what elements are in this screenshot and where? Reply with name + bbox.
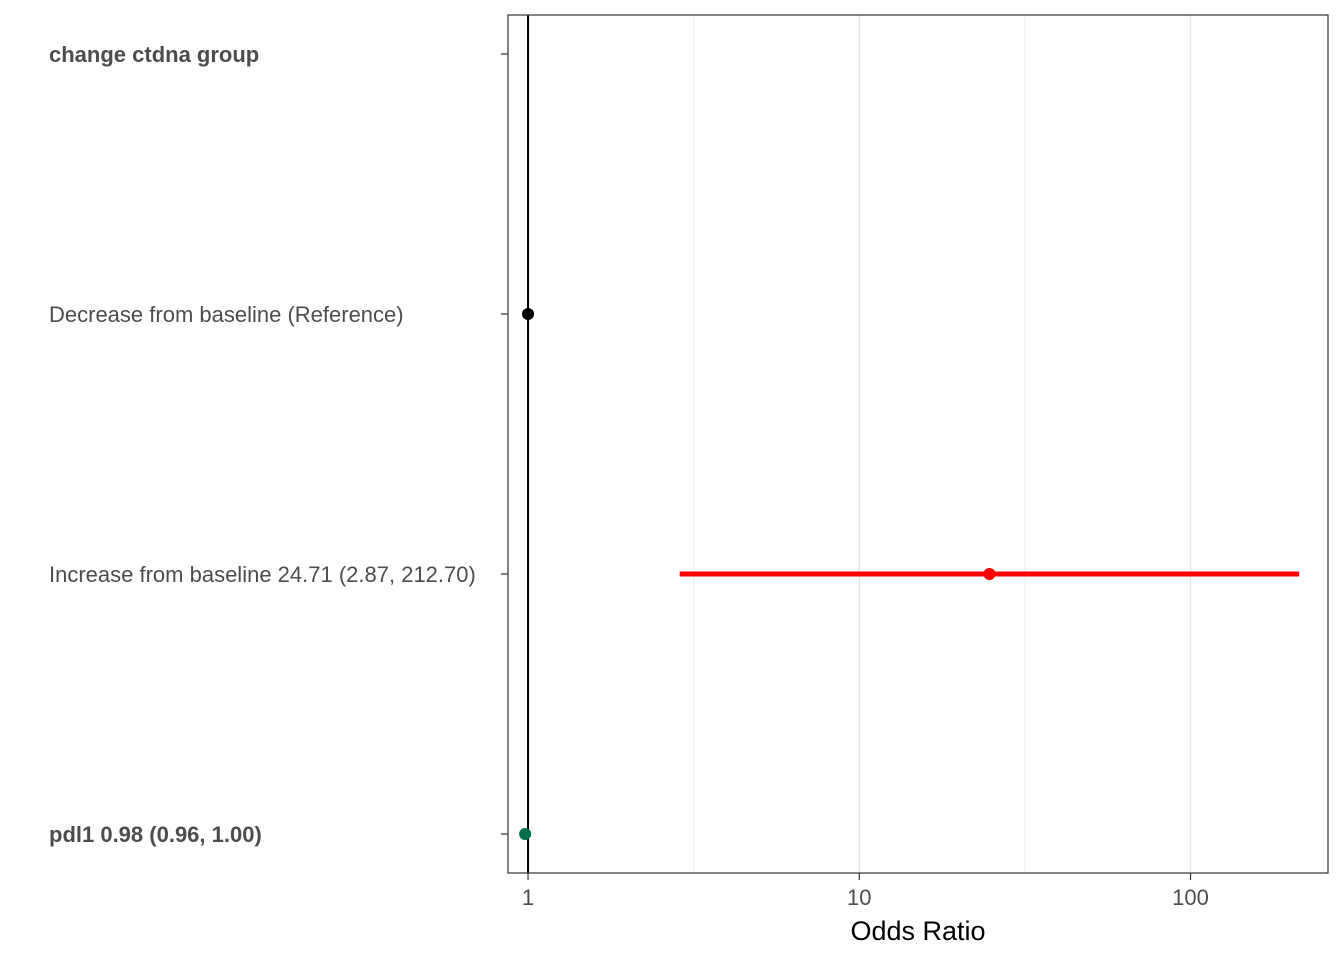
x-axis-title: Odds Ratio — [850, 916, 985, 946]
x-tick-label-1: 10 — [847, 885, 871, 910]
x-tick-label-2: 100 — [1172, 885, 1209, 910]
row-label-0: change ctdna group — [49, 42, 259, 67]
x-tick-label-0: 1 — [522, 885, 534, 910]
point-estimate-3 — [519, 828, 532, 840]
point-estimate-1 — [522, 308, 535, 320]
x-axis: 1 10 100 — [522, 873, 1209, 910]
plot-border — [507, 14, 1329, 874]
row-label-3: pdl1 0.98 (0.96, 1.00) — [49, 822, 262, 847]
plot-panel — [508, 15, 1328, 873]
chart-marks — [519, 308, 1300, 840]
y-axis: change ctdna group Decrease from baseline… — [49, 42, 508, 847]
row-label-2: Increase from baseline 24.71 (2.87, 212.… — [49, 562, 476, 587]
point-estimate-2 — [983, 568, 996, 580]
row-label-1: Decrease from baseline (Reference) — [49, 302, 404, 327]
